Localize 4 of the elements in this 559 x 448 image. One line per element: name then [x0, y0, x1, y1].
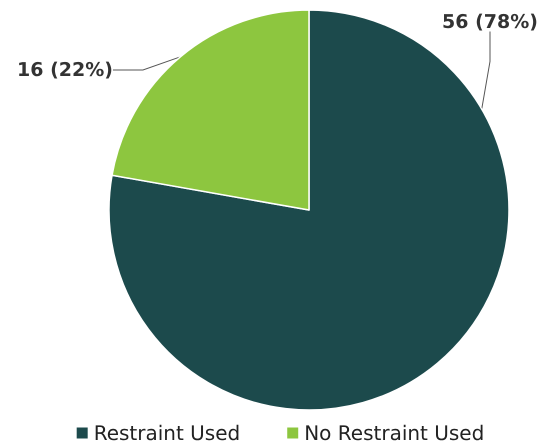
- legend-label: Restraint Used: [94, 421, 240, 445]
- data-label: 16 (22%): [17, 59, 113, 81]
- data-label: 56 (78%): [442, 11, 538, 33]
- legend-label: No Restraint Used: [304, 421, 484, 445]
